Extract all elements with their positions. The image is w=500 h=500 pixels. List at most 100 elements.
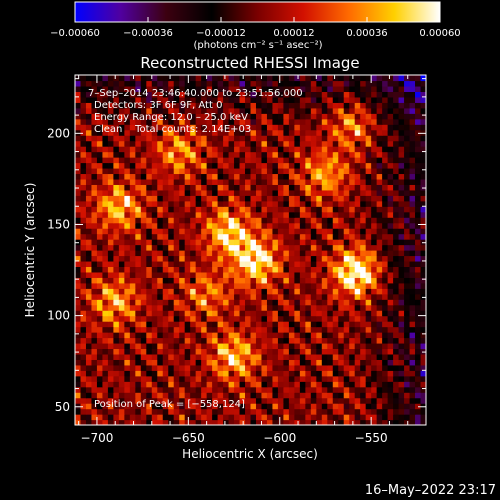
heatmap-cell	[338, 146, 345, 153]
heatmap-cell	[85, 419, 93, 425]
heatmap-cell	[288, 342, 295, 350]
heatmap-cell	[140, 403, 147, 410]
heatmap-cell	[239, 353, 246, 360]
heatmap-cell	[349, 337, 356, 344]
heatmap-cell	[228, 282, 235, 289]
heatmap-cell	[85, 255, 93, 262]
heatmap-cell	[245, 315, 252, 322]
heatmap-cell	[255, 255, 263, 262]
heatmap-cell	[96, 211, 104, 218]
heatmap-cell	[305, 222, 312, 229]
heatmap-cell	[272, 146, 279, 153]
heatmap-cell	[234, 321, 241, 328]
heatmap-cell	[179, 414, 186, 421]
heatmap-cell	[228, 200, 235, 207]
heatmap-cell	[360, 370, 367, 377]
heatmap-cell	[118, 288, 125, 295]
heatmap-cell	[360, 353, 367, 360]
heatmap-cell	[102, 342, 109, 350]
heatmap-cell	[184, 173, 191, 180]
heatmap-cell	[85, 178, 93, 185]
heatmap-cell	[217, 124, 224, 131]
heatmap-cell	[272, 277, 279, 284]
heatmap-cell	[420, 337, 426, 344]
heatmap-cell	[85, 80, 93, 87]
heatmap-cell	[228, 217, 235, 224]
heatmap-cell	[266, 288, 274, 295]
heatmap-cell	[245, 129, 252, 136]
heatmap-cell	[360, 118, 367, 125]
heatmap-cell	[305, 206, 312, 213]
heatmap-cell	[266, 403, 274, 410]
heatmap-cell	[404, 91, 411, 98]
heatmap-cell	[173, 375, 180, 382]
heatmap-cell	[107, 353, 114, 360]
heatmap-cell	[343, 353, 350, 360]
heatmap-cell	[310, 195, 317, 202]
heatmap-cell	[162, 299, 169, 306]
heatmap-cell	[398, 260, 405, 268]
heatmap-cell	[195, 381, 202, 388]
heatmap-cell	[376, 151, 383, 158]
heatmap-cell	[338, 255, 345, 262]
heatmap-cell	[239, 260, 246, 268]
heatmap-cell	[250, 233, 257, 240]
heatmap-cell	[415, 228, 422, 235]
heatmap-cell	[255, 310, 263, 317]
heatmap-cell	[387, 91, 394, 98]
heatmap-cell	[305, 173, 312, 180]
heatmap-cell	[261, 162, 268, 169]
heatmap-cell	[354, 222, 361, 229]
heatmap-cell	[157, 364, 164, 371]
heatmap-cell	[113, 353, 120, 360]
heatmap-cell	[91, 364, 98, 371]
heatmap-cell	[75, 167, 82, 175]
heatmap-cell	[321, 375, 328, 382]
heatmap-cell	[228, 271, 235, 278]
heatmap-cell	[173, 397, 180, 404]
heatmap-cell	[195, 397, 202, 404]
heatmap-cell	[113, 337, 120, 344]
heatmap-cell	[96, 266, 104, 273]
heatmap-cell	[354, 162, 361, 169]
heatmap-cell	[234, 403, 241, 410]
heatmap-cell	[91, 217, 98, 224]
heatmap-cell	[201, 135, 208, 142]
heatmap-cell	[124, 91, 131, 98]
heatmap-cell	[212, 348, 219, 355]
heatmap-cell	[228, 96, 235, 103]
heatmap-cell	[102, 85, 109, 93]
heatmap-cell	[168, 271, 175, 278]
heatmap-cell	[107, 255, 114, 262]
heatmap-cell	[80, 392, 87, 399]
heatmap-cell	[316, 348, 323, 355]
heatmap-cell	[228, 151, 235, 158]
heatmap-cell	[173, 271, 180, 278]
heatmap-cell	[168, 102, 175, 109]
heatmap-cell	[261, 85, 268, 93]
heatmap-cell	[371, 277, 378, 284]
heatmap-cell	[288, 233, 295, 240]
heatmap-cell	[151, 337, 158, 344]
heatmap-cell	[184, 353, 191, 360]
heatmap-cell	[157, 353, 164, 360]
heatmap-cell	[80, 326, 87, 333]
heatmap-cell	[146, 211, 153, 218]
heatmap-cell	[250, 364, 257, 371]
heatmap-cell	[360, 244, 367, 251]
heatmap-cell	[360, 178, 367, 185]
heatmap-cell	[102, 299, 109, 306]
heatmap-cell	[360, 80, 367, 87]
heatmap-cell	[321, 250, 328, 257]
heatmap-cell	[387, 178, 394, 185]
heatmap-cell	[365, 85, 372, 93]
heatmap-cell	[283, 118, 290, 125]
heatmap-cell	[294, 326, 301, 333]
heatmap-cell	[146, 96, 153, 103]
heatmap-cell	[288, 239, 295, 246]
heatmap-cell	[85, 91, 93, 98]
heatmap-cell	[184, 178, 191, 185]
heatmap-cell	[398, 353, 405, 360]
heatmap-cell	[217, 342, 224, 350]
heatmap-cell	[338, 299, 345, 306]
